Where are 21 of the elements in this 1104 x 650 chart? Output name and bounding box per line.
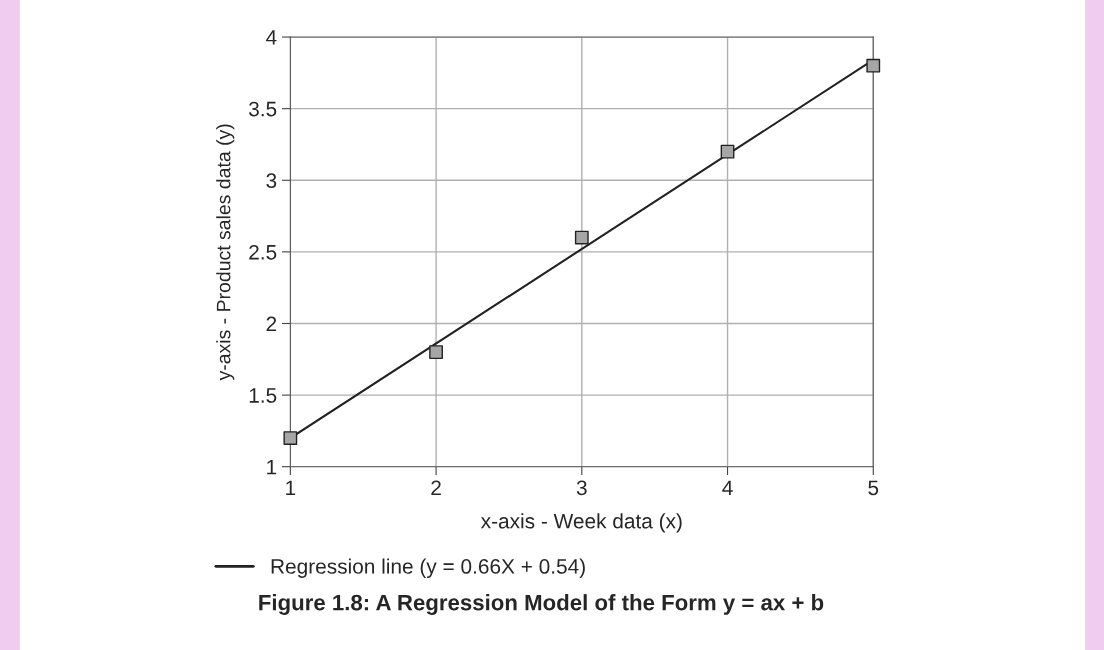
y-tick-label: 2.5 <box>249 244 277 260</box>
point <box>429 345 443 360</box>
y-tick-label: 1.5 <box>249 388 277 403</box>
x-tick-label: 5 <box>868 480 879 496</box>
y-axis-title: y-axis - Product sales data (y) <box>216 124 235 381</box>
legend-label: Regression line (y = 0.66X + 0.54) <box>271 558 585 578</box>
point <box>720 144 735 159</box>
point <box>866 58 881 73</box>
point <box>283 431 298 445</box>
y-tick-label: 3.5 <box>248 101 277 117</box>
y-tick-label: 4 <box>266 30 277 45</box>
caption: Figure 1.8: A Regression Model of the Form y = ax + b <box>259 594 824 615</box>
x-axis-title: x-axis - Week data (x) <box>480 513 682 533</box>
point <box>574 230 589 245</box>
y-tick-label: 1 <box>267 459 277 475</box>
y-tick-label: 3 <box>266 173 277 189</box>
x-tick-label: 1 <box>286 480 296 495</box>
x-tick-label: 4 <box>722 480 733 495</box>
x-tick-label: 2 <box>431 480 441 495</box>
y-tick-label: 2 <box>266 316 277 332</box>
x-tick-label: 3 <box>576 480 587 496</box>
